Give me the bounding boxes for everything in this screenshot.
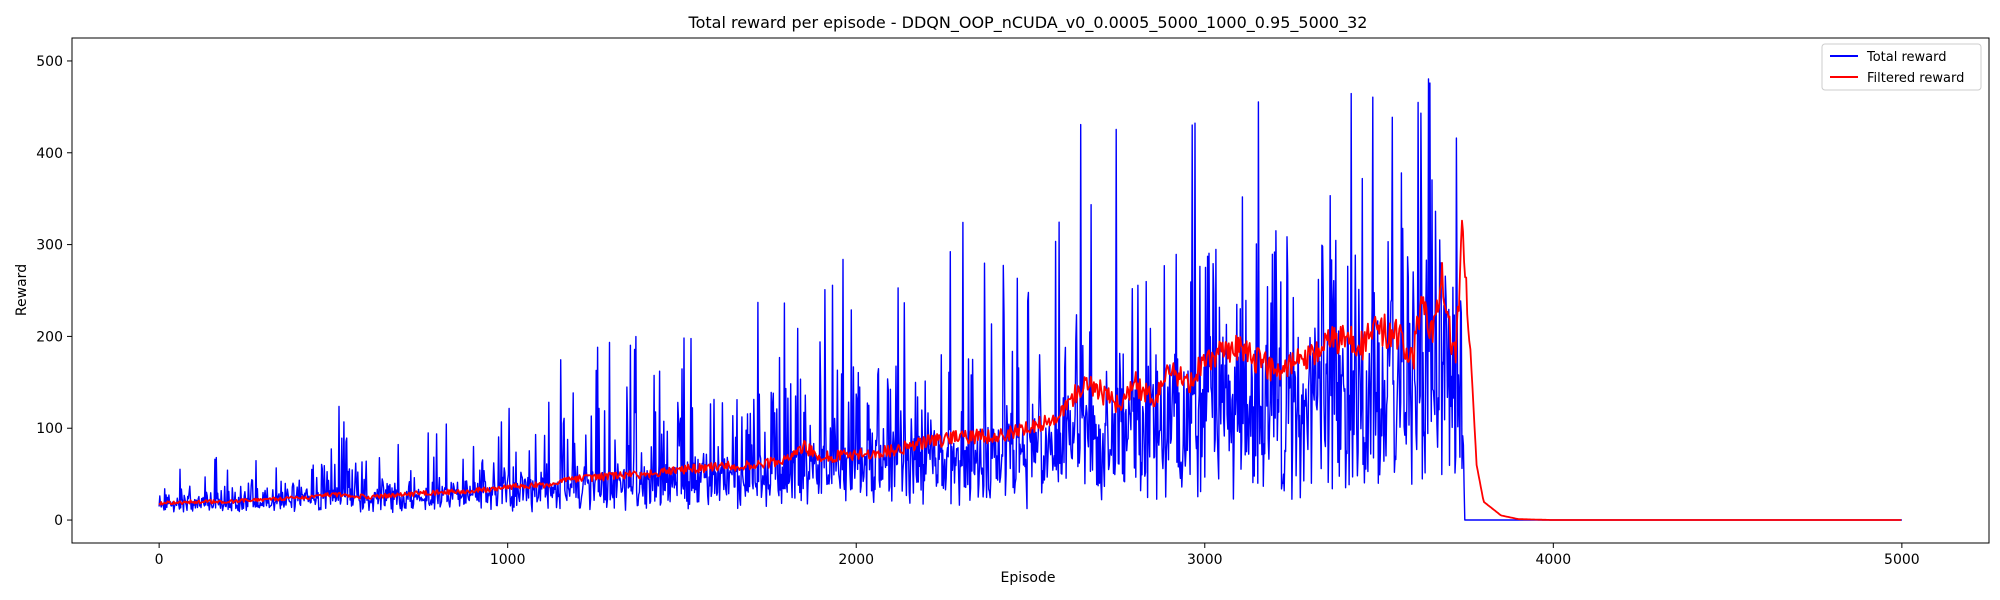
legend-label-total-reward: Total reward	[1866, 50, 1947, 65]
y-tick-label: 100	[36, 421, 63, 437]
y-axis: 0 100 200 300 400 500	[36, 54, 72, 529]
x-tick-label: 2000	[838, 552, 874, 568]
legend-box	[1821, 43, 1982, 91]
chart-title: Total reward per episode - DDQN_OOP_nCUD…	[688, 13, 1368, 33]
x-tick-label: 4000	[1535, 552, 1571, 568]
x-axis: 0 1000 2000 3000 4000 5000	[155, 543, 1920, 568]
legend-label-filtered-reward: Filtered reward	[1867, 71, 1964, 86]
series-layer	[158, 78, 1902, 521]
plot-frame	[71, 37, 1990, 544]
y-tick-label: 400	[36, 146, 63, 162]
x-tick-label: 0	[155, 552, 164, 568]
y-tick-label: 0	[54, 513, 63, 529]
x-tick-label: 5000	[1884, 552, 1920, 568]
x-axis-label: Episode	[1001, 570, 1056, 586]
series-line-filtered-reward	[158, 219, 1902, 521]
y-tick-label: 200	[36, 329, 63, 345]
legend: Total reward Filtered reward	[1821, 43, 1982, 91]
x-tick-label: 1000	[490, 552, 526, 568]
y-tick-label: 500	[36, 54, 63, 70]
y-tick-label: 300	[36, 238, 63, 254]
y-axis-label: Reward	[14, 264, 30, 316]
x-tick-label: 3000	[1187, 552, 1223, 568]
